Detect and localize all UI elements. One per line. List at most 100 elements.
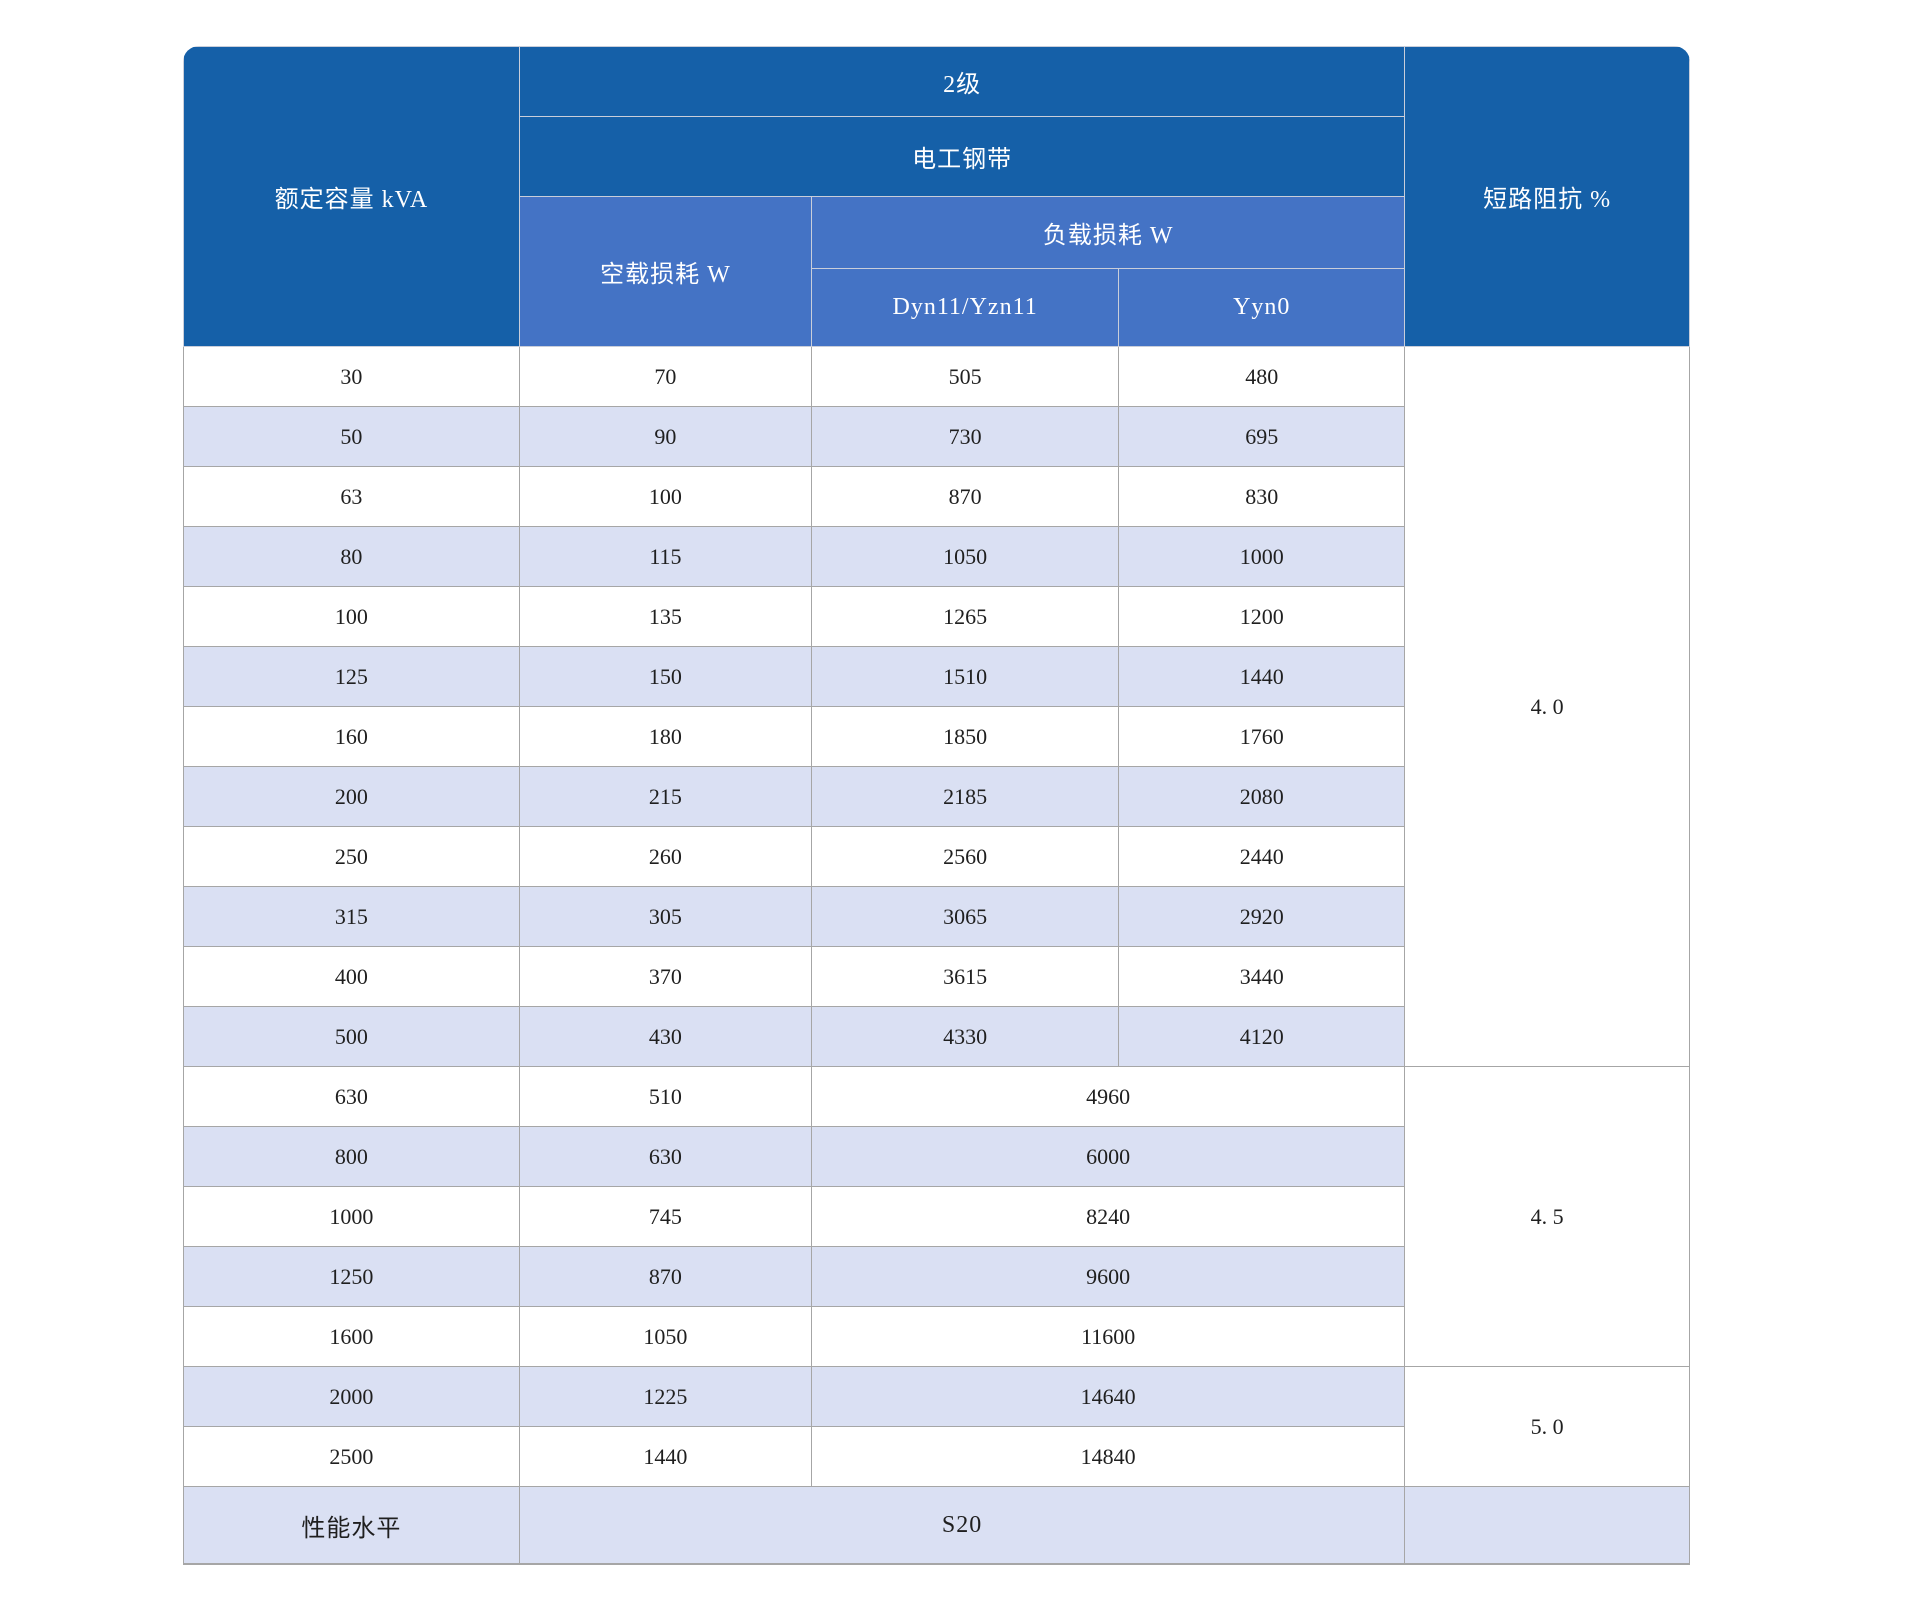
cell-dyn11-load-loss: 1850 [810, 706, 1120, 767]
cell-no-load-loss: 370 [518, 946, 812, 1007]
table-row: 500 430 4330 4120 [183, 1006, 1690, 1067]
cell-yyn0-load-loss: 1000 [1118, 526, 1406, 587]
header-core-material: 电工钢带 [518, 116, 1406, 197]
cell-impedance-group-1: 4. 0 [1404, 346, 1690, 1067]
cell-yyn0-load-loss: 3440 [1118, 946, 1406, 1007]
table-row: 2000 1225 14640 5. 0 [183, 1366, 1690, 1487]
cell-no-load-loss: 150 [518, 646, 812, 707]
table-row: 630 510 4960 4. 5 [183, 1066, 1690, 1367]
cell-yyn0-load-loss: 1440 [1118, 646, 1406, 707]
table-row: 1250 870 9600 [183, 1246, 1690, 1307]
cell-capacity: 250 [183, 826, 520, 887]
table-row: 315 305 3065 2920 [183, 886, 1690, 947]
cell-no-load-loss: 70 [518, 346, 812, 407]
cell-load-loss: 14640 [810, 1366, 1406, 1427]
cell-no-load-loss: 180 [518, 706, 812, 767]
footer-value: S20 [518, 1486, 1406, 1565]
cell-dyn11-load-loss: 505 [810, 346, 1120, 407]
cell-yyn0-load-loss: 1200 [1118, 586, 1406, 647]
cell-capacity: 100 [183, 586, 520, 647]
header-impedance: 短路阻抗 % [1404, 46, 1690, 347]
header-vector-group-dyn11: Dyn11/Yzn11 [810, 268, 1120, 347]
footer-label: 性能水平 [183, 1486, 520, 1565]
header-vector-group-yyn0: Yyn0 [1118, 268, 1406, 347]
cell-capacity: 500 [183, 1006, 520, 1067]
cell-dyn11-load-loss: 730 [810, 406, 1120, 467]
cell-no-load-loss: 305 [518, 886, 812, 947]
cell-impedance-group-3: 5. 0 [1404, 1366, 1690, 1487]
table-row: 1600 1050 11600 [183, 1306, 1690, 1367]
header-row-3: 空载损耗 W 负载损耗 W [184, 196, 1690, 347]
cell-no-load-loss: 1050 [518, 1306, 812, 1367]
table-row: 100 135 1265 1200 [183, 586, 1690, 647]
footer-impedance-empty [1404, 1486, 1690, 1565]
cell-capacity: 50 [183, 406, 520, 467]
table-row: 2500 1440 14840 [183, 1426, 1690, 1487]
cell-dyn11-load-loss: 1510 [810, 646, 1120, 707]
cell-no-load-loss: 510 [518, 1066, 812, 1127]
cell-capacity: 630 [183, 1066, 520, 1127]
cell-capacity: 1000 [183, 1186, 520, 1247]
table-row: 80 115 1050 1000 [183, 526, 1690, 587]
cell-no-load-loss: 630 [518, 1126, 812, 1187]
table-row: 160 180 1850 1760 [183, 706, 1690, 767]
header-rated-capacity: 额定容量 kVA [183, 46, 520, 347]
header-load-loss: 负载损耗 W [810, 196, 1406, 269]
cell-yyn0-load-loss: 480 [1118, 346, 1406, 407]
cell-capacity: 400 [183, 946, 520, 1007]
cell-capacity: 315 [183, 886, 520, 947]
cell-capacity: 1250 [183, 1246, 520, 1307]
transformer-spec-table: 额定容量 kVA 2级 短路阻抗 % 电工钢带 空载损耗 W 负载损耗 W Dy… [183, 46, 1690, 1565]
cell-yyn0-load-loss: 695 [1118, 406, 1406, 467]
cell-capacity: 2500 [183, 1426, 520, 1487]
cell-dyn11-load-loss: 1265 [810, 586, 1120, 647]
cell-dyn11-load-loss: 1050 [810, 526, 1120, 587]
cell-no-load-loss: 870 [518, 1246, 812, 1307]
cell-no-load-loss: 1225 [518, 1366, 812, 1427]
cell-no-load-loss: 100 [518, 466, 812, 527]
cell-capacity: 2000 [183, 1366, 520, 1427]
cell-load-loss: 8240 [810, 1186, 1406, 1247]
cell-capacity: 1600 [183, 1306, 520, 1367]
cell-yyn0-load-loss: 2440 [1118, 826, 1406, 887]
cell-capacity: 200 [183, 766, 520, 827]
cell-dyn11-load-loss: 870 [810, 466, 1120, 527]
table-row: 800 630 6000 [183, 1126, 1690, 1187]
cell-load-loss: 14840 [810, 1426, 1406, 1487]
cell-load-loss: 6000 [810, 1126, 1406, 1187]
cell-no-load-loss: 430 [518, 1006, 812, 1067]
cell-capacity: 125 [183, 646, 520, 707]
cell-capacity: 30 [183, 346, 520, 407]
cell-no-load-loss: 745 [518, 1186, 812, 1247]
cell-impedance-group-2: 4. 5 [1404, 1066, 1690, 1367]
table-row: 125 150 1510 1440 [183, 646, 1690, 707]
cell-dyn11-load-loss: 2185 [810, 766, 1120, 827]
table-row: 200 215 2185 2080 [183, 766, 1690, 827]
cell-no-load-loss: 90 [518, 406, 812, 467]
cell-dyn11-load-loss: 3615 [810, 946, 1120, 1007]
cell-yyn0-load-loss: 1760 [1118, 706, 1406, 767]
header-row-1: 额定容量 kVA 2级 短路阻抗 % [183, 46, 1690, 347]
table-row: 250 260 2560 2440 [183, 826, 1690, 887]
cell-load-loss: 4960 [810, 1066, 1406, 1127]
cell-no-load-loss: 260 [518, 826, 812, 887]
header-class-level: 2级 [518, 46, 1406, 117]
cell-no-load-loss: 115 [518, 526, 812, 587]
cell-dyn11-load-loss: 2560 [810, 826, 1120, 887]
spec-table: 额定容量 kVA 2级 短路阻抗 % 电工钢带 空载损耗 W 负载损耗 W Dy… [183, 46, 1690, 1565]
header-no-load-loss: 空载损耗 W [518, 196, 812, 347]
cell-no-load-loss: 135 [518, 586, 812, 647]
cell-no-load-loss: 215 [518, 766, 812, 827]
cell-no-load-loss: 1440 [518, 1426, 812, 1487]
header-row-4: Dyn11/Yzn11 Yyn0 [184, 268, 1690, 347]
cell-dyn11-load-loss: 3065 [810, 886, 1120, 947]
cell-capacity: 160 [183, 706, 520, 767]
cell-yyn0-load-loss: 830 [1118, 466, 1406, 527]
table-row: 50 90 730 695 [183, 406, 1690, 467]
header-row-2: 电工钢带 [184, 116, 1690, 197]
cell-load-loss: 9600 [810, 1246, 1406, 1307]
cell-yyn0-load-loss: 2080 [1118, 766, 1406, 827]
cell-capacity: 80 [183, 526, 520, 587]
cell-load-loss: 11600 [810, 1306, 1406, 1367]
cell-yyn0-load-loss: 4120 [1118, 1006, 1406, 1067]
